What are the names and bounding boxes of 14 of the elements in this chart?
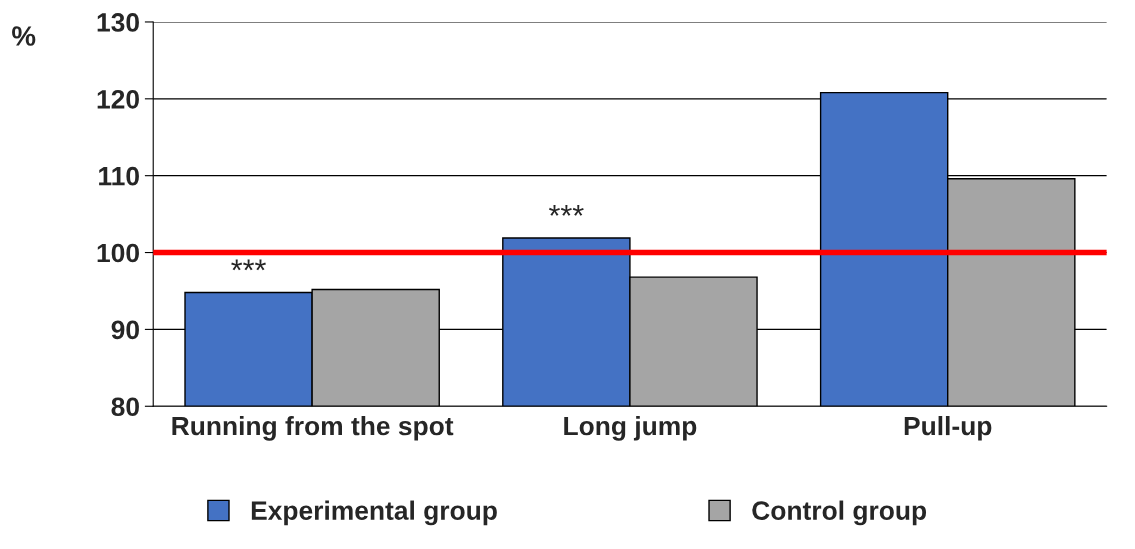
y-tick-label: 110: [99, 166, 139, 186]
annotation: ***: [549, 205, 584, 216]
y-tick-label: 120: [97, 89, 139, 109]
y-tick-label: 100: [97, 243, 139, 263]
y-axis-title: %: [12, 26, 36, 46]
annotation: ***: [231, 259, 266, 271]
x-tick-label: Long jump: [564, 415, 697, 441]
y-tick-label: 130: [97, 13, 139, 32]
x-tick-label: Running from the spot: [172, 415, 454, 441]
y-tick-label: 80: [111, 397, 139, 417]
legend-label: Experimental group: [251, 500, 497, 526]
legend-label: Control group: [752, 500, 927, 526]
x-tick-label: Pull-up: [904, 415, 992, 441]
y-tick-label: 90: [111, 320, 139, 340]
